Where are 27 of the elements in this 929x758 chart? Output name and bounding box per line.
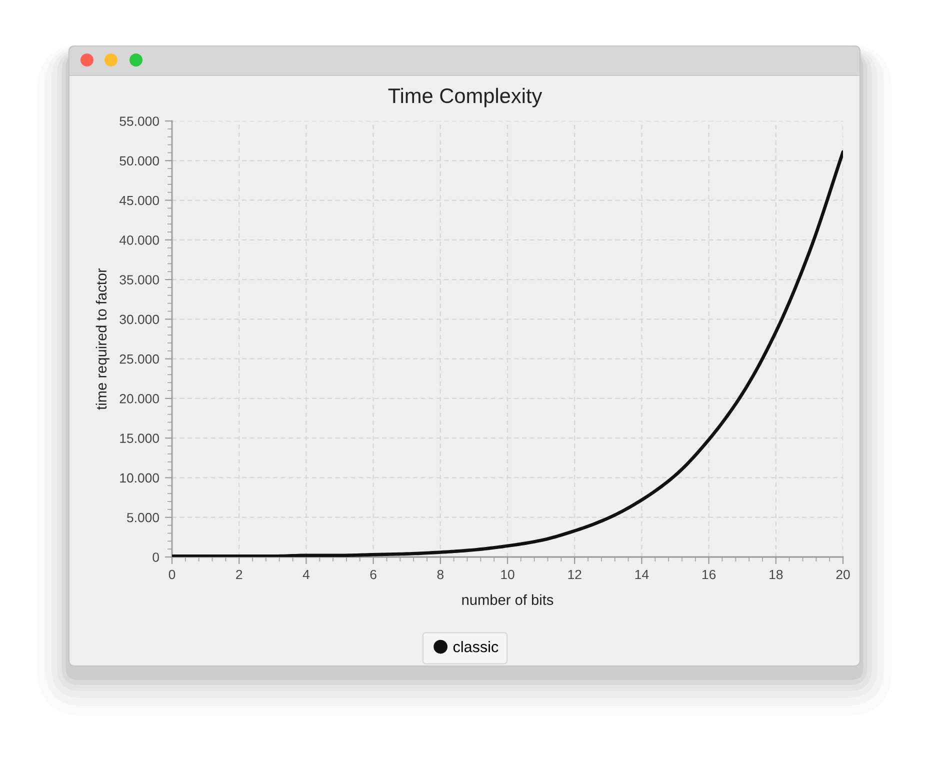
x-tick-label: 20: [836, 570, 850, 580]
x-axis-title: number of bits: [462, 594, 554, 606]
y-tick-label: 50.000: [120, 156, 159, 166]
x-tick-label: 2: [236, 570, 242, 580]
legend-label: classic: [453, 641, 498, 652]
y-tick-label: 10.000: [120, 473, 159, 483]
y-axis-title: time required to factor: [96, 268, 110, 410]
x-tick-label: 0: [168, 570, 176, 580]
x-tick-label: 12: [568, 570, 582, 580]
y-tick-label: 45.000: [119, 196, 159, 206]
x-tick-label: 16: [702, 570, 716, 580]
y-tick-label: 30.000: [120, 314, 159, 324]
y-tick-label: 40.000: [119, 235, 159, 245]
y-tick-label: 15.000: [120, 434, 159, 443]
x-tick-label: 8: [437, 570, 444, 580]
x-tick-label: 14: [635, 570, 649, 580]
x-tick-label: 18: [770, 570, 783, 580]
y-tick-label: 5.000: [127, 512, 159, 522]
chart-title: Time Complexity: [388, 88, 542, 108]
x-tick-label: 4: [302, 570, 310, 580]
x-tick-label: 6: [370, 570, 376, 580]
y-tick-label: 20.000: [120, 394, 159, 404]
y-tick-label: 0: [152, 552, 159, 562]
y-tick-label: 55.000: [120, 116, 159, 126]
y-tick-label: 35.000: [120, 275, 159, 284]
x-tick-label: 10: [501, 570, 514, 580]
y-tick-label: 25.000: [120, 354, 159, 364]
